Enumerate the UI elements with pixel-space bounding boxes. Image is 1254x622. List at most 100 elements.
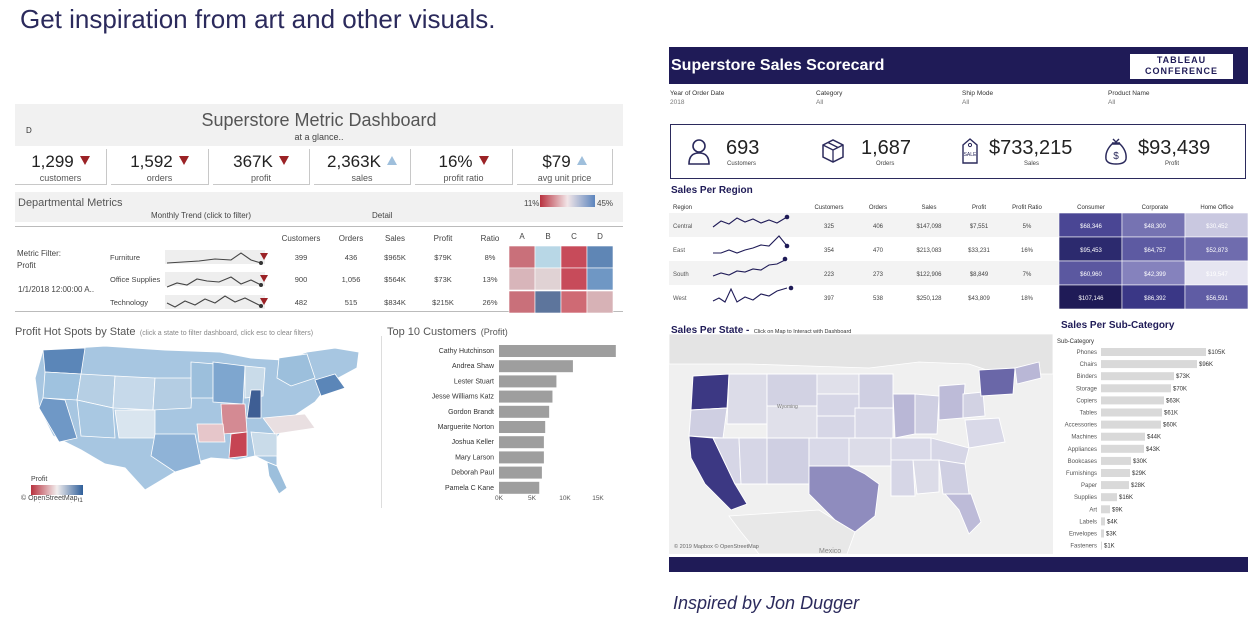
segment-cell[interactable] <box>1184 212 1248 238</box>
segment-cell[interactable] <box>1121 236 1186 262</box>
state-shape[interactable] <box>848 437 892 467</box>
filter-value[interactable]: All <box>816 99 824 106</box>
region-name[interactable]: South <box>673 272 689 278</box>
subcategory-bar[interactable] <box>1101 481 1129 490</box>
state-shape[interactable] <box>190 361 216 399</box>
state-shape[interactable] <box>690 373 730 411</box>
heatmap-cell[interactable] <box>586 290 614 313</box>
state-shape[interactable] <box>688 407 728 439</box>
row-name[interactable]: Office Supplies <box>110 275 161 284</box>
state-shape[interactable] <box>938 459 970 495</box>
state-shape[interactable] <box>858 373 894 409</box>
customer-bar[interactable] <box>499 345 616 357</box>
state-shape[interactable] <box>42 347 86 375</box>
customer-bar[interactable] <box>499 436 544 449</box>
segment-cell[interactable] <box>1058 260 1123 286</box>
row-name[interactable]: Furniture <box>110 253 140 262</box>
subcategory-bar[interactable] <box>1101 348 1206 356</box>
filter-value[interactable]: All <box>1108 99 1116 106</box>
state-shape[interactable] <box>962 391 986 419</box>
state-shape[interactable] <box>912 459 940 495</box>
heatmap-cell[interactable] <box>508 290 536 313</box>
heatmap-cell[interactable] <box>508 267 536 291</box>
state-shape[interactable] <box>262 413 316 435</box>
profit-map[interactable] <box>15 338 377 510</box>
state-shape[interactable] <box>150 433 202 473</box>
customer-bar[interactable] <box>499 390 553 403</box>
customer-bar[interactable] <box>499 451 544 464</box>
state-shape[interactable] <box>228 431 248 459</box>
state-shape[interactable] <box>266 461 288 495</box>
customer-bar[interactable] <box>499 481 540 494</box>
state-shape[interactable] <box>938 383 966 421</box>
segment-cell[interactable] <box>1184 260 1248 286</box>
state-shape[interactable] <box>854 407 894 439</box>
state-shape[interactable] <box>114 409 156 439</box>
region-sparkline[interactable] <box>712 287 788 303</box>
heatmap-cell[interactable] <box>560 267 588 291</box>
heatmap-cell[interactable] <box>534 245 562 269</box>
sparkline[interactable] <box>166 276 262 288</box>
heatmap-cell[interactable] <box>586 245 614 269</box>
state-shape[interactable] <box>314 373 346 397</box>
subcategory-bar[interactable] <box>1101 456 1131 465</box>
state-shape[interactable] <box>816 415 856 439</box>
state-shape[interactable] <box>276 353 316 387</box>
heatmap-cell[interactable] <box>508 245 536 269</box>
state-shape[interactable] <box>1014 361 1042 385</box>
region-sparkline[interactable] <box>713 235 788 254</box>
subcategory-bar[interactable] <box>1101 469 1130 477</box>
customer-bar[interactable] <box>499 375 557 388</box>
state-shape[interactable] <box>816 373 860 395</box>
subcategory-bar[interactable] <box>1101 505 1110 514</box>
heatmap-cell[interactable] <box>560 245 588 269</box>
segment-cell[interactable] <box>1058 284 1123 309</box>
subcategory-bar[interactable] <box>1101 396 1164 405</box>
metric-filter-value[interactable]: Profit <box>17 261 36 270</box>
subcategory-bar[interactable] <box>1101 444 1144 453</box>
state-shape[interactable] <box>816 393 860 417</box>
state-shape[interactable] <box>808 465 880 533</box>
state-shape[interactable] <box>890 437 932 461</box>
sales-map[interactable]: Wyoming Mexico <box>669 334 1053 554</box>
state-shape[interactable] <box>808 437 850 467</box>
subcategory-bar[interactable] <box>1101 432 1145 441</box>
state-shape[interactable] <box>38 397 78 443</box>
subcategory-bar[interactable] <box>1101 408 1162 417</box>
subcategory-bar[interactable] <box>1101 529 1104 538</box>
subcategory-bar[interactable] <box>1101 517 1105 526</box>
state-shape[interactable] <box>738 437 768 485</box>
state-shape[interactable] <box>914 393 940 435</box>
heatmap-cell[interactable] <box>560 290 588 313</box>
state-shape[interactable] <box>196 423 226 443</box>
state-shape[interactable] <box>890 459 916 497</box>
heatmap-cell[interactable] <box>586 267 614 291</box>
subcategory-bar[interactable] <box>1101 493 1117 502</box>
customer-bar[interactable] <box>499 360 573 373</box>
customer-bar[interactable] <box>499 466 542 479</box>
customer-bar[interactable] <box>499 421 546 433</box>
state-shape[interactable] <box>246 389 262 419</box>
region-sparkline[interactable] <box>712 216 788 228</box>
state-shape[interactable] <box>978 367 1016 397</box>
region-name[interactable]: Central <box>673 224 692 230</box>
subcategory-bar[interactable] <box>1101 360 1197 369</box>
top-customers-chart[interactable]: Cathy Hutchinson Andrea Shaw Lester Stuart… <box>385 336 623 508</box>
heatmap-cell[interactable] <box>534 267 562 291</box>
state-shape[interactable] <box>766 373 818 407</box>
state-shape[interactable] <box>726 373 768 425</box>
segment-cell[interactable] <box>1058 236 1123 262</box>
state-shape[interactable] <box>42 371 82 401</box>
sparkline[interactable] <box>166 295 262 308</box>
subcategory-bar[interactable] <box>1101 372 1174 381</box>
state-shape[interactable] <box>220 403 248 435</box>
row-name[interactable]: Technology <box>110 298 148 307</box>
state-shape[interactable] <box>152 377 194 411</box>
subcategory-bar[interactable] <box>1101 541 1102 550</box>
state-shape[interactable] <box>766 437 810 485</box>
segment-cell[interactable] <box>1184 284 1248 309</box>
region-sparkline[interactable] <box>712 258 788 277</box>
state-shape[interactable] <box>766 405 818 439</box>
region-table[interactable]: Region Customers Orders Sales Profit Profit R… <box>669 201 1248 309</box>
subcategory-bar[interactable] <box>1101 420 1161 429</box>
